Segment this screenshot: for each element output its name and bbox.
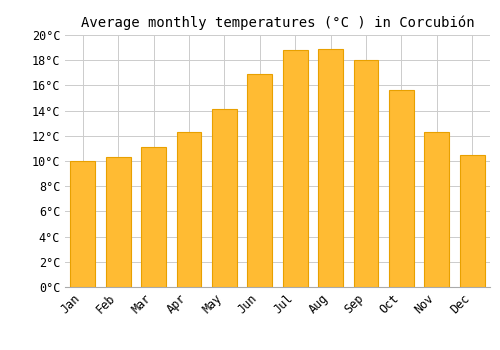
Bar — [176, 132, 202, 287]
Bar — [354, 60, 378, 287]
Bar — [389, 90, 414, 287]
Bar — [424, 132, 450, 287]
Bar — [283, 50, 308, 287]
Bar — [460, 155, 484, 287]
Bar — [141, 147, 166, 287]
Bar — [212, 109, 237, 287]
Title: Average monthly temperatures (°C ) in Corcubión: Average monthly temperatures (°C ) in Co… — [80, 15, 474, 30]
Bar — [318, 49, 343, 287]
Bar — [248, 74, 272, 287]
Bar — [70, 161, 95, 287]
Bar — [106, 157, 130, 287]
